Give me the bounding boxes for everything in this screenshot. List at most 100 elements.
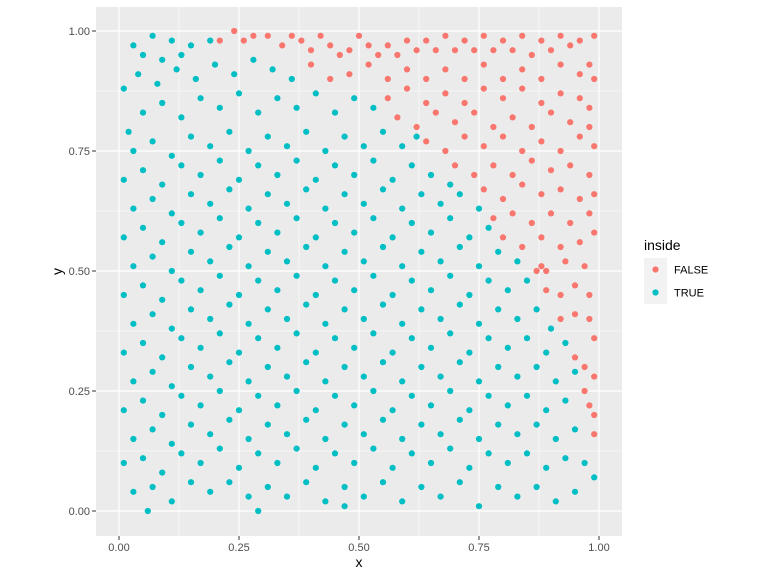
- data-point: [586, 123, 593, 131]
- data-point: [293, 330, 300, 337]
- data-point: [547, 325, 555, 332]
- data-point: [139, 397, 147, 404]
- y-tick-label: 0.00: [69, 506, 90, 518]
- data-point: [370, 387, 377, 395]
- data-point: [197, 229, 204, 236]
- data-point: [120, 85, 127, 92]
- data-point: [130, 435, 137, 443]
- data-point: [389, 349, 396, 356]
- data-point: [168, 498, 175, 505]
- data-point: [168, 440, 175, 447]
- data-point: [437, 373, 444, 380]
- data-point: [159, 469, 166, 476]
- data-point: [331, 219, 339, 227]
- data-point: [591, 431, 598, 438]
- data-point: [379, 416, 387, 423]
- x-tick-label: 0.50: [348, 542, 369, 554]
- data-point: [504, 344, 511, 351]
- data-point: [370, 157, 377, 164]
- data-point: [538, 99, 545, 107]
- data-point: [552, 498, 559, 505]
- data-point: [571, 368, 579, 375]
- data-point: [288, 32, 295, 39]
- data-point: [274, 402, 281, 409]
- data-point: [235, 464, 243, 471]
- data-point: [322, 435, 329, 443]
- data-point: [255, 219, 262, 227]
- data-point: [341, 363, 348, 371]
- data-point: [557, 243, 564, 251]
- data-point: [255, 109, 262, 116]
- data-point: [159, 56, 166, 63]
- data-point: [231, 27, 238, 35]
- data-point: [571, 488, 579, 495]
- data-point: [149, 195, 156, 203]
- data-point: [274, 229, 281, 236]
- data-point: [490, 47, 497, 54]
- legend-label: FALSE: [674, 265, 708, 277]
- data-point: [547, 210, 555, 217]
- legend-key-point: [652, 289, 659, 296]
- data-point: [427, 287, 435, 294]
- data-point: [547, 109, 555, 116]
- data-point: [519, 66, 526, 73]
- data-point: [447, 445, 454, 452]
- data-point: [264, 191, 271, 198]
- data-point: [370, 445, 377, 452]
- data-point: [322, 205, 329, 212]
- data-point: [495, 248, 502, 255]
- data-point: [235, 90, 243, 97]
- data-point: [322, 147, 329, 155]
- data-point: [567, 162, 574, 169]
- data-point: [586, 315, 593, 323]
- data-point: [533, 267, 540, 275]
- data-point: [475, 435, 483, 443]
- data-point: [519, 243, 526, 251]
- data-point: [351, 459, 358, 467]
- data-point: [475, 503, 483, 510]
- data-point: [130, 147, 137, 155]
- data-point: [130, 320, 137, 327]
- data-point: [159, 99, 166, 107]
- data-point: [399, 378, 406, 385]
- data-point: [341, 191, 348, 198]
- data-point: [207, 431, 214, 438]
- data-point: [447, 215, 454, 222]
- data-point: [495, 363, 502, 371]
- data-point: [360, 431, 367, 438]
- data-point: [293, 445, 300, 452]
- data-point: [499, 133, 507, 140]
- data-point: [571, 354, 579, 361]
- data-point: [533, 421, 540, 428]
- data-point: [514, 315, 521, 323]
- data-point: [245, 378, 252, 385]
- data-point: [187, 479, 195, 486]
- data-point: [211, 61, 219, 68]
- data-point: [432, 109, 439, 116]
- data-point: [168, 325, 175, 332]
- data-point: [226, 416, 233, 423]
- data-point: [586, 291, 593, 299]
- data-point: [456, 301, 463, 308]
- data-point: [168, 152, 175, 159]
- data-point: [178, 277, 185, 284]
- data-point: [581, 363, 588, 371]
- data-point: [379, 186, 387, 193]
- data-point: [264, 306, 271, 313]
- data-point: [408, 219, 415, 227]
- legend-entries: FALSE TRUE: [644, 258, 708, 304]
- data-point: [245, 493, 252, 500]
- data-point: [514, 373, 521, 380]
- data-point: [274, 459, 281, 467]
- data-point: [509, 171, 516, 179]
- legend: inside FALSE TRUE: [644, 237, 708, 304]
- data-point: [447, 387, 454, 395]
- data-point: [187, 248, 195, 255]
- data-point: [312, 407, 319, 414]
- data-point: [360, 315, 367, 323]
- data-point: [456, 243, 463, 251]
- data-point: [173, 66, 180, 73]
- data-point: [178, 219, 185, 227]
- data-point: [125, 128, 132, 135]
